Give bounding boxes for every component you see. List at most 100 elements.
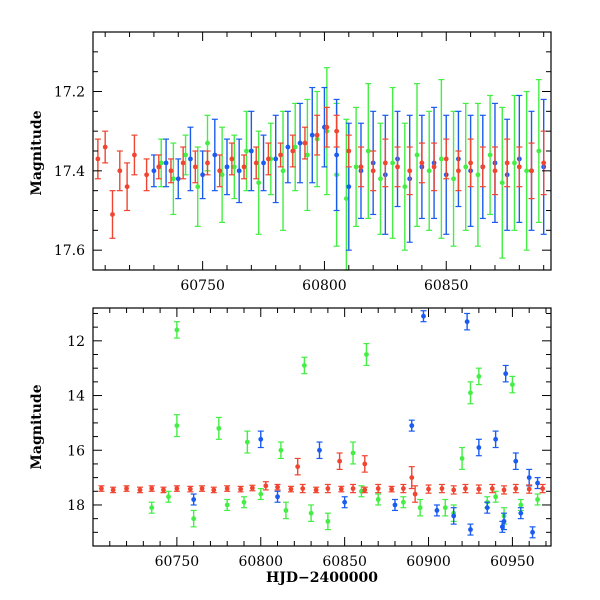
marker xyxy=(518,510,524,516)
data-point xyxy=(301,356,308,375)
data-point xyxy=(512,483,519,494)
marker xyxy=(463,164,469,170)
data-point xyxy=(491,146,498,196)
y-tick-label: 16 xyxy=(67,443,85,459)
data-point xyxy=(408,419,415,432)
data-point xyxy=(539,483,546,494)
data-point xyxy=(406,146,413,196)
marker xyxy=(166,494,171,500)
marker xyxy=(231,164,237,170)
marker xyxy=(400,499,406,505)
marker xyxy=(117,168,123,174)
data-point xyxy=(163,138,170,188)
marker xyxy=(476,445,482,450)
marker xyxy=(484,505,490,511)
data-point xyxy=(148,485,155,492)
marker xyxy=(163,160,169,166)
marker xyxy=(317,447,322,453)
data-point xyxy=(511,94,518,231)
marker xyxy=(98,486,104,491)
data-point xyxy=(323,106,330,148)
data-point xyxy=(216,154,223,188)
marker xyxy=(350,486,356,491)
data-point xyxy=(280,110,287,231)
data-point xyxy=(417,498,424,517)
marker xyxy=(480,164,486,170)
marker xyxy=(362,461,368,467)
data-point xyxy=(173,485,180,492)
marker xyxy=(170,176,176,182)
data-point xyxy=(420,310,427,323)
data-point xyxy=(187,126,194,192)
data-point xyxy=(309,86,316,184)
x-tick-label: 60800 xyxy=(302,278,347,294)
marker xyxy=(308,510,314,516)
marker xyxy=(158,160,164,166)
top-panel-y-axis-title: Magnitude xyxy=(29,110,45,195)
marker xyxy=(529,168,534,174)
marker xyxy=(334,152,340,158)
marker xyxy=(217,168,223,174)
data-point xyxy=(391,498,398,512)
marker xyxy=(362,487,368,493)
data-point xyxy=(282,501,289,520)
data-point xyxy=(509,375,516,394)
data-point xyxy=(336,452,343,471)
marker xyxy=(476,373,482,379)
data-point xyxy=(400,496,407,509)
marker xyxy=(451,513,457,519)
data-point xyxy=(244,430,251,454)
data-point xyxy=(377,122,384,235)
series-red xyxy=(98,452,546,503)
data-point xyxy=(438,78,445,239)
data-point xyxy=(501,485,508,495)
data-point xyxy=(260,134,267,192)
marker xyxy=(258,491,264,497)
data-point xyxy=(199,150,206,200)
marker xyxy=(149,505,155,511)
data-point xyxy=(277,142,284,168)
marker xyxy=(124,486,129,491)
data-point xyxy=(287,485,294,493)
data-point xyxy=(341,496,348,509)
data-point xyxy=(308,504,315,522)
marker xyxy=(499,524,505,530)
data-point xyxy=(194,146,201,227)
marker xyxy=(426,168,432,174)
series-blue xyxy=(150,86,547,251)
data-point xyxy=(324,512,331,531)
data-point xyxy=(375,493,382,506)
y-tick-label: 12 xyxy=(67,334,85,350)
data-point xyxy=(253,146,260,180)
data-point xyxy=(535,78,542,223)
data-point xyxy=(289,134,296,168)
data-point xyxy=(333,114,340,148)
data-point xyxy=(450,110,457,247)
marker xyxy=(325,486,331,491)
data-point xyxy=(389,86,396,239)
x-tick-label: 60850 xyxy=(322,554,367,570)
bottom-panel-x-tick-labels: 60750 60800 60850 60900 60950 xyxy=(155,554,535,570)
bottom-panel: 12 14 16 18 60750 60800 60850 60900 60950 Magni… xyxy=(29,307,552,586)
marker xyxy=(337,458,343,464)
marker xyxy=(350,450,356,456)
bottom-panel-y-tick-labels: 12 14 16 18 xyxy=(67,334,85,514)
data-point xyxy=(526,484,533,494)
data-point xyxy=(165,490,172,503)
data-point xyxy=(190,509,197,528)
marker xyxy=(434,508,440,513)
marker xyxy=(395,164,400,170)
marker xyxy=(530,529,535,535)
data-point xyxy=(219,126,226,223)
marker xyxy=(439,486,445,491)
data-point xyxy=(123,485,130,492)
data-point xyxy=(155,154,162,180)
data-point xyxy=(173,414,180,438)
marker xyxy=(419,160,425,166)
marker xyxy=(463,486,468,491)
data-point xyxy=(255,130,262,235)
data-point xyxy=(363,342,370,367)
marker xyxy=(364,352,369,357)
bottom-panel-ticks xyxy=(92,308,551,547)
marker xyxy=(285,144,291,150)
